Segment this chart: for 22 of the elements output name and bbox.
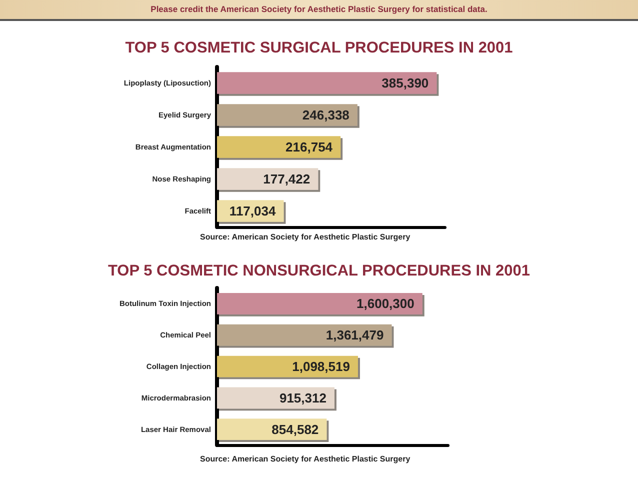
bar: [217, 136, 341, 158]
data-label: 1,600,300: [356, 296, 414, 312]
bar: [217, 387, 334, 409]
bar: [217, 168, 318, 190]
data-label: 177,422: [263, 172, 310, 186]
bar: [217, 293, 422, 314]
data-label: 915,312: [279, 390, 326, 406]
data-label: 1,361,479: [326, 328, 384, 343]
data-label: 1,098,519: [292, 359, 350, 374]
text: Please credit the American Society for Aesthetic Plastic Surgery for statistical data.: [150, 4, 488, 14]
chart-title: TOP 5 COSMETIC NONSURGICAL PROCEDURES IN 2001: [108, 262, 530, 280]
bar: [217, 72, 437, 94]
data-label: 216,754: [286, 140, 334, 154]
source-note: Source: American Society for Aesthetic Plastic Surgery: [200, 232, 411, 242]
bar: [217, 324, 392, 346]
data-label: 854,582: [272, 422, 319, 437]
data-label: 246,338: [302, 108, 350, 122]
bar: [217, 104, 358, 126]
chart-title: TOP 5 COSMETIC SURGICAL PROCEDURES IN 2001: [125, 40, 514, 56]
data-label: 117,034: [229, 204, 276, 218]
source-note: Source: American Society for Aesthetic Plastic Surgery: [200, 454, 411, 464]
data-label: 385,390: [382, 76, 429, 90]
